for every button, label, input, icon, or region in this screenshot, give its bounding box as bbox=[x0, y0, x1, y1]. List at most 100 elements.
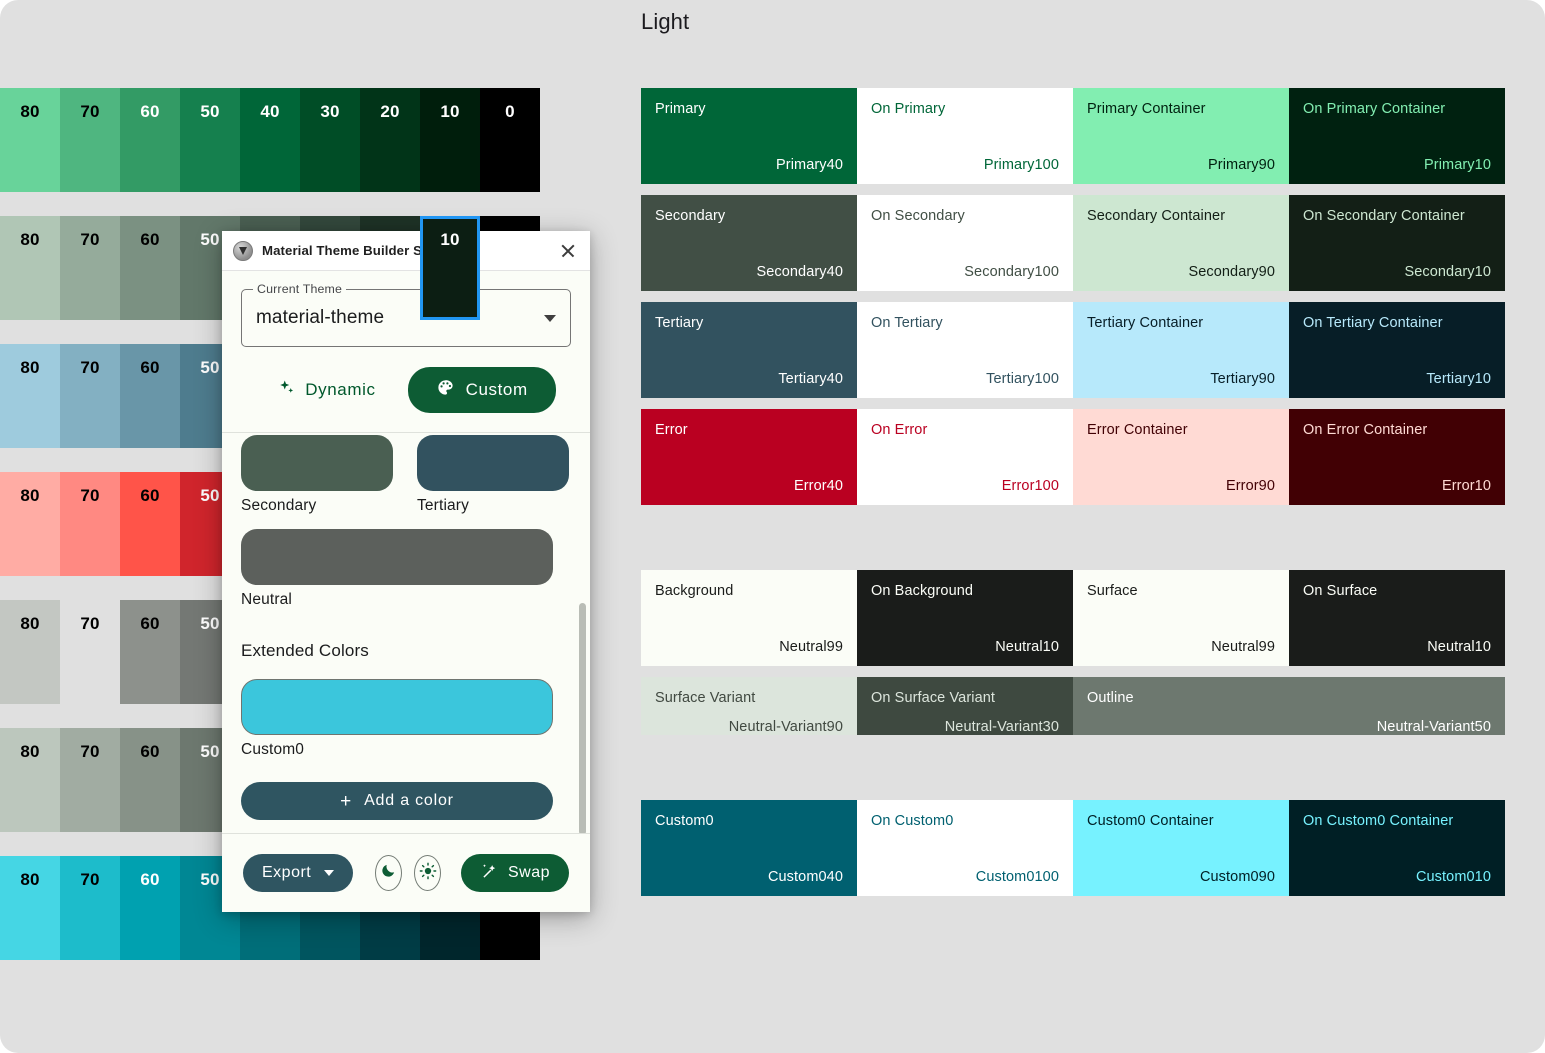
close-icon[interactable] bbox=[556, 239, 580, 263]
role-card-token: Secondary90 bbox=[1188, 264, 1275, 280]
export-label: Export bbox=[262, 864, 312, 881]
tonal-swatch[interactable]: 80 bbox=[0, 344, 60, 448]
core-swatch-secondary[interactable]: Secondary bbox=[241, 435, 393, 515]
tonal-swatch[interactable]: 50 bbox=[180, 88, 240, 192]
tone-number: 60 bbox=[140, 102, 160, 121]
tonal-swatch[interactable]: 80 bbox=[0, 600, 60, 704]
scrollbar-thumb[interactable] bbox=[579, 603, 586, 833]
tonal-swatch[interactable]: 80 bbox=[0, 472, 60, 576]
tab-dynamic[interactable]: Dynamic bbox=[256, 369, 397, 412]
tone-number: 60 bbox=[140, 486, 160, 505]
light-mode-button[interactable] bbox=[414, 855, 441, 891]
tonal-swatch[interactable]: 80 bbox=[0, 728, 60, 832]
tonal-swatch[interactable]: 70 bbox=[60, 856, 120, 960]
role-card[interactable]: Outline Neutral-Variant50 bbox=[1073, 677, 1505, 735]
role-card[interactable]: Tertiary Tertiary40 bbox=[641, 302, 857, 398]
role-card[interactable]: On Tertiary Container Tertiary10 bbox=[1289, 302, 1505, 398]
tonal-swatch[interactable]: 10 bbox=[420, 216, 480, 320]
tonal-swatch[interactable]: 60 bbox=[120, 88, 180, 192]
role-card[interactable]: On Surface Variant Neutral-Variant30 bbox=[857, 677, 1073, 735]
tonal-swatch[interactable]: 70 bbox=[60, 88, 120, 192]
tonal-swatch[interactable]: 60 bbox=[120, 216, 180, 320]
role-card[interactable]: On Primary Container Primary10 bbox=[1289, 88, 1505, 184]
tonal-swatch[interactable]: 60 bbox=[120, 728, 180, 832]
tonal-swatch[interactable]: 70 bbox=[60, 728, 120, 832]
tonal-swatch[interactable]: 60 bbox=[120, 856, 180, 960]
current-theme-label: Current Theme bbox=[253, 282, 347, 296]
swap-button[interactable]: Swap bbox=[460, 854, 569, 892]
tonal-swatch[interactable]: 80 bbox=[0, 856, 60, 960]
role-card[interactable]: On Error Container Error10 bbox=[1289, 409, 1505, 505]
add-a-color-button[interactable]: + Add a color bbox=[241, 782, 553, 820]
dark-mode-button[interactable] bbox=[375, 855, 403, 891]
dialog-footer: Export Swap bbox=[222, 834, 590, 912]
current-theme-select[interactable]: Current Theme material-theme bbox=[241, 282, 571, 347]
role-card[interactable]: On Secondary Container Secondary10 bbox=[1289, 195, 1505, 291]
role-card-token: Secondary100 bbox=[964, 264, 1059, 280]
role-card[interactable]: Secondary Container Secondary90 bbox=[1073, 195, 1289, 291]
role-card-token: Custom090 bbox=[1199, 869, 1275, 885]
tone-number: 70 bbox=[80, 230, 100, 249]
role-card[interactable]: Custom0 Container Custom090 bbox=[1073, 800, 1289, 896]
tonal-swatch[interactable]: 60 bbox=[120, 472, 180, 576]
role-card-token: Error10 bbox=[1441, 478, 1491, 494]
tone-number: 80 bbox=[20, 870, 40, 889]
tonal-swatch[interactable]: 40 bbox=[240, 88, 300, 192]
role-card[interactable]: On Secondary Secondary100 bbox=[857, 195, 1073, 291]
tab-custom[interactable]: Custom bbox=[407, 367, 556, 413]
extended-swatch-custom0[interactable]: Custom0 bbox=[241, 679, 553, 759]
role-card[interactable]: Error Container Error90 bbox=[1073, 409, 1289, 505]
palette-icon bbox=[436, 378, 455, 402]
tonal-swatch[interactable]: 60 bbox=[120, 600, 180, 704]
role-card[interactable]: On Tertiary Tertiary100 bbox=[857, 302, 1073, 398]
tertiary-chip-label: Tertiary bbox=[417, 497, 470, 514]
tonal-swatch[interactable]: 60 bbox=[120, 344, 180, 448]
custom0-color-chip[interactable] bbox=[241, 679, 553, 735]
role-card[interactable]: Tertiary Container Tertiary90 bbox=[1073, 302, 1289, 398]
export-button[interactable]: Export bbox=[243, 854, 354, 892]
core-swatch-tertiary[interactable]: Tertiary bbox=[417, 435, 569, 515]
tonal-swatch[interactable]: 10 bbox=[420, 88, 480, 192]
tonal-swatch[interactable]: 0 bbox=[480, 88, 540, 192]
role-card-token: Primary40 bbox=[776, 157, 843, 173]
role-card[interactable]: Surface Neutral99 bbox=[1073, 570, 1289, 666]
tonal-swatch[interactable]: 70 bbox=[60, 216, 120, 320]
tonal-swatch[interactable]: 20 bbox=[360, 88, 420, 192]
role-card-token: Custom0100 bbox=[975, 869, 1059, 885]
role-card[interactable]: On Surface Neutral10 bbox=[1289, 570, 1505, 666]
role-card[interactable]: Primary Container Primary90 bbox=[1073, 88, 1289, 184]
neutral-color-chip[interactable] bbox=[241, 529, 553, 585]
role-card[interactable]: Custom0 Custom040 bbox=[641, 800, 857, 896]
role-card[interactable]: Surface Variant Neutral-Variant90 bbox=[641, 677, 857, 735]
material-theme-builder-dialog: Material Theme Builder STAGING Current T… bbox=[222, 231, 590, 912]
tertiary-color-chip[interactable] bbox=[417, 435, 569, 491]
role-card-token: Tertiary40 bbox=[778, 371, 843, 387]
tone-number: 80 bbox=[20, 742, 40, 761]
role-card[interactable]: Background Neutral99 bbox=[641, 570, 857, 666]
role-card[interactable]: On Error Error100 bbox=[857, 409, 1073, 505]
role-card[interactable]: Secondary Secondary40 bbox=[641, 195, 857, 291]
role-card[interactable]: On Custom0 Container Custom010 bbox=[1289, 800, 1505, 896]
role-card[interactable]: On Primary Primary100 bbox=[857, 88, 1073, 184]
secondary-color-chip[interactable] bbox=[241, 435, 393, 491]
tonal-swatch[interactable]: 30 bbox=[300, 88, 360, 192]
tonal-swatch[interactable]: 80 bbox=[0, 88, 60, 192]
role-card-token: Custom010 bbox=[1415, 869, 1491, 885]
page-title: Light bbox=[641, 9, 690, 34]
role-card[interactable]: Error Error40 bbox=[641, 409, 857, 505]
tonal-swatch[interactable]: 70 bbox=[60, 344, 120, 448]
tab-custom-label: Custom bbox=[465, 380, 528, 399]
role-card-token: Primary10 bbox=[1424, 157, 1491, 173]
tonal-swatch[interactable]: 70 bbox=[60, 472, 120, 576]
tonal-swatch[interactable]: 80 bbox=[0, 216, 60, 320]
core-swatch-row-1: Secondary Tertiary bbox=[241, 435, 571, 515]
role-card[interactable]: Primary Primary40 bbox=[641, 88, 857, 184]
dialog-scrollbar[interactable] bbox=[579, 433, 586, 833]
role-card[interactable]: On Custom0 Custom0100 bbox=[857, 800, 1073, 896]
role-card[interactable]: On Background Neutral10 bbox=[857, 570, 1073, 666]
tone-number: 70 bbox=[80, 614, 100, 633]
core-swatch-neutral[interactable]: Neutral bbox=[241, 529, 553, 609]
tertiary-group: Tertiary Tertiary40 On Tertiary Tertiary100… bbox=[641, 302, 1505, 398]
tonal-swatch[interactable]: 70 bbox=[60, 600, 120, 704]
